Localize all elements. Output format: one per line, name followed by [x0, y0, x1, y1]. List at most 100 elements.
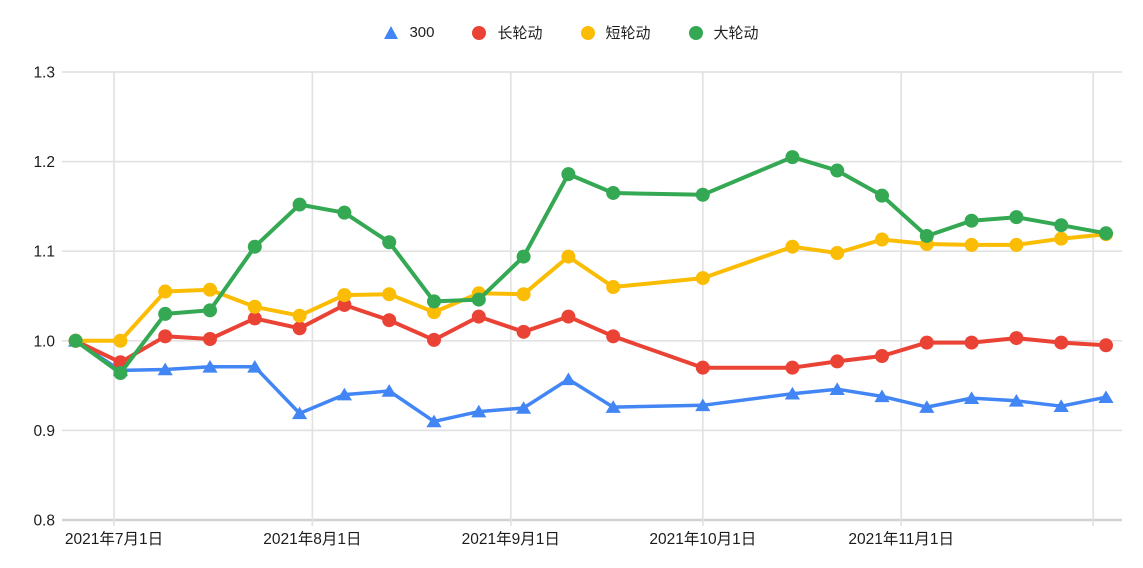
series-marker-hs300 [471, 404, 487, 418]
x-axis-label: 2021年11月1日 [848, 530, 954, 548]
series-marker-hs300 [784, 386, 800, 400]
series-marker-hs300 [874, 389, 890, 403]
series-marker-short-rotation [382, 287, 397, 302]
series-marker-short-rotation [292, 308, 307, 323]
series-marker-big-rotation [247, 239, 262, 254]
series-marker-short-rotation [606, 280, 621, 295]
series-marker-short-rotation [158, 284, 173, 299]
series-marker-hs300 [919, 400, 935, 413]
series-marker-long-rotation [247, 311, 262, 326]
series-marker-long-rotation [606, 329, 621, 344]
series-marker-long-rotation [203, 332, 217, 347]
series-marker-hs300 [381, 384, 397, 397]
x-axis-label: 2021年7月1日 [65, 530, 163, 548]
series-marker-short-rotation [1054, 231, 1069, 246]
series-marker-hs300 [1008, 394, 1024, 407]
x-axis-label: 2021年10月1日 [649, 530, 756, 548]
series-marker-hs300 [157, 362, 173, 376]
series-marker-long-rotation [561, 309, 576, 324]
series-marker-big-rotation [1009, 210, 1024, 225]
series-marker-hs300 [202, 359, 218, 373]
series-marker-big-rotation [471, 292, 486, 307]
series-marker-short-rotation [561, 249, 576, 264]
legend-item-hs300: 300 [384, 24, 434, 41]
series-marker-short-rotation [695, 271, 710, 286]
series-marker-short-rotation [875, 232, 889, 247]
series-marker-hs300 [560, 372, 576, 386]
series-marker-short-rotation [337, 288, 352, 303]
series-marker-big-rotation [516, 249, 531, 264]
series-marker-big-rotation [964, 213, 979, 228]
y-axis-label: 1.1 [33, 244, 55, 261]
series-marker-long-rotation [830, 354, 845, 369]
series-marker-big-rotation [427, 294, 441, 309]
series-marker-long-rotation [337, 297, 352, 312]
series-marker-big-rotation [113, 366, 128, 381]
series-marker-big-rotation [830, 163, 845, 178]
legend-label: 短轮动 [605, 25, 651, 42]
series-marker-hs300 [605, 400, 621, 413]
series-marker-big-rotation [606, 185, 621, 200]
y-axis-label: 1.2 [33, 154, 55, 171]
series-marker-short-rotation [964, 237, 979, 252]
series-line-short-rotation [73, 232, 1108, 343]
x-axis-label: 2021年8月1日 [263, 530, 361, 548]
series-line-hs300 [73, 339, 1108, 424]
series-marker-short-rotation [516, 287, 531, 302]
legend-item-long-rotation: 长轮动 [472, 22, 543, 43]
series-marker-long-rotation [875, 349, 889, 364]
legend-item-short-rotation: 短轮动 [580, 22, 651, 43]
y-axis-label: 0.8 [33, 513, 55, 530]
series-marker-short-rotation [785, 239, 800, 254]
legend-item-big-rotation: 大轮动 [688, 22, 759, 43]
series-marker-short-rotation [203, 282, 217, 297]
series-marker-long-rotation [516, 324, 531, 339]
series-marker-long-rotation [695, 360, 710, 375]
x-axis-label: 2021年9月1日 [462, 530, 560, 548]
legend-label: 大轮动 [713, 25, 759, 42]
series-marker-big-rotation [1054, 218, 1069, 233]
series-marker-long-rotation [919, 335, 934, 350]
series-marker-long-rotation [158, 329, 173, 344]
series-marker-long-rotation [471, 309, 486, 324]
series-marker-hs300 [695, 398, 711, 412]
circle-marker-icon [580, 25, 595, 40]
series-marker-big-rotation [382, 235, 397, 250]
y-axis-label: 1.3 [33, 65, 55, 82]
series-marker-big-rotation [337, 205, 352, 220]
series-marker-long-rotation [1099, 338, 1113, 353]
series-marker-hs300 [426, 414, 442, 428]
series-marker-short-rotation [247, 299, 262, 314]
triangle-marker-icon [384, 26, 399, 39]
series-marker-big-rotation [68, 333, 83, 348]
series-marker-long-rotation [382, 313, 397, 328]
series-marker-hs300 [1098, 390, 1114, 404]
series-marker-big-rotation [875, 188, 889, 203]
series-marker-short-rotation [830, 245, 845, 260]
y-axis-label: 0.9 [33, 423, 55, 440]
series-line-big-rotation [73, 155, 1108, 376]
y-axis-label: 1.0 [33, 333, 55, 350]
series-marker-long-rotation [292, 321, 307, 336]
series-marker-long-rotation [785, 360, 800, 375]
circle-marker-icon [688, 25, 703, 40]
circle-marker-icon [472, 25, 487, 40]
series-marker-short-rotation [113, 333, 128, 348]
series-marker-big-rotation [1099, 226, 1113, 241]
series-marker-hs300 [336, 387, 352, 401]
legend-label: 300 [409, 24, 435, 41]
series-line-long-rotation [73, 303, 1108, 370]
series-marker-hs300 [1053, 399, 1069, 413]
series-marker-short-rotation [427, 305, 441, 320]
series-marker-long-rotation [1054, 335, 1069, 350]
series-marker-big-rotation [561, 167, 576, 182]
series-marker-short-rotation [1009, 237, 1024, 252]
series-marker-hs300 [247, 359, 263, 373]
series-marker-hs300 [964, 391, 980, 404]
series-marker-hs300 [516, 401, 532, 414]
series-marker-big-rotation [158, 306, 173, 321]
series-marker-long-rotation [1009, 331, 1024, 346]
legend-label: 长轮动 [497, 25, 543, 42]
series-marker-long-rotation [964, 335, 979, 350]
